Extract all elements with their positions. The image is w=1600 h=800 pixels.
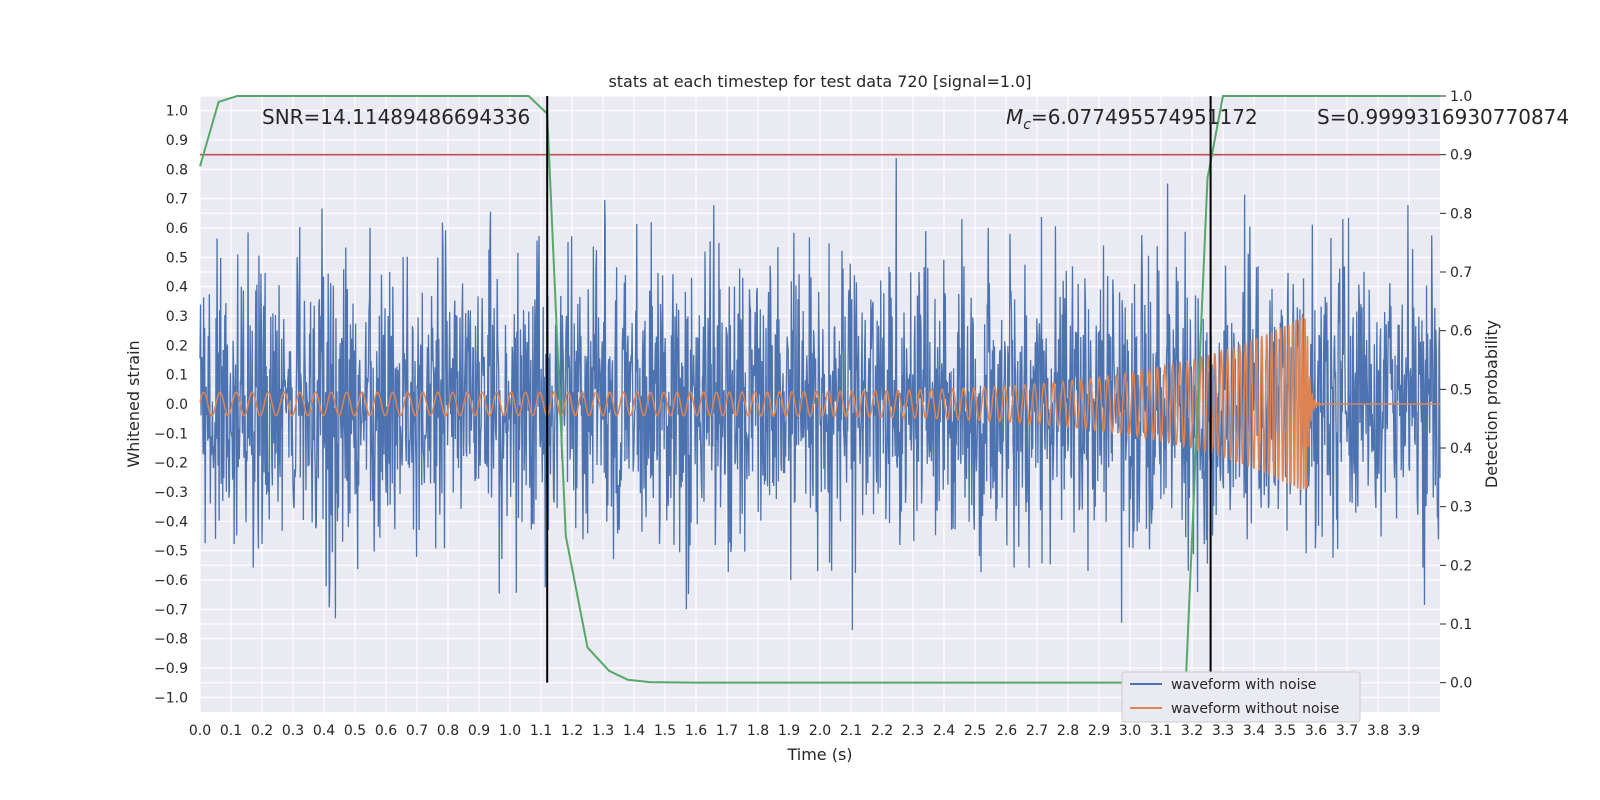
y-left-tick-label: −0.1 <box>154 426 188 442</box>
x-tick-label: 2.7 <box>1026 723 1048 739</box>
x-tick-label: 0.3 <box>282 723 304 739</box>
y-left-tick-label: −0.6 <box>154 573 188 589</box>
x-tick-label: 0.2 <box>251 723 273 739</box>
x-tick-label: 0.5 <box>344 723 366 739</box>
snr-annotation: SNR=14.11489486694336 <box>262 105 530 129</box>
chirp-mass-value: =6.077495574951172 <box>1031 105 1258 129</box>
x-tick-label: 3.8 <box>1367 723 1389 739</box>
x-tick-label: 0.1 <box>220 723 242 739</box>
x-tick-label: 0.6 <box>375 723 397 739</box>
y-left-tick-label: −0.3 <box>154 485 188 501</box>
x-tick-label: 2.4 <box>933 723 955 739</box>
x-tick-label: 1.0 <box>499 723 521 739</box>
y-right-tick-label: 0.3 <box>1450 500 1472 516</box>
legend-label-clean: waveform without noise <box>1171 701 1339 717</box>
chirp-mass-symbol: M <box>1006 105 1023 129</box>
x-tick-label: 2.2 <box>871 723 893 739</box>
y-left-tick-label: −0.4 <box>154 514 188 530</box>
x-tick-label: 2.8 <box>1057 723 1079 739</box>
x-tick-label: 3.3 <box>1212 723 1234 739</box>
series-detection-probability <box>199 95 1440 684</box>
y-left-tick-label: 0.6 <box>166 221 188 237</box>
x-tick-label: 0.8 <box>437 723 459 739</box>
legend-label-noise: waveform with noise <box>1171 677 1316 693</box>
x-tick-label: 0.9 <box>468 723 490 739</box>
x-tick-label: 3.9 <box>1398 723 1420 739</box>
x-axis-ticks: 0.0 0.1 0.2 0.3 0.4 0.5 0.6 0.7 0.8 0.9 1.0 1.1 1.2 1… <box>189 723 1420 739</box>
y-left-tick-label: 0.9 <box>166 133 188 149</box>
y-axis-right-ticks: 1.0 0.9 0.8 0.7 0.6 0.5 0.4 0.3 0.2 0.1 0.0 <box>1440 89 1472 692</box>
noise-line <box>199 158 1441 631</box>
y-right-tick-label: 0.1 <box>1450 617 1472 633</box>
clean-line <box>199 316 1440 490</box>
x-tick-label: 1.6 <box>685 723 707 739</box>
y-left-tick-label: 0.1 <box>166 368 188 384</box>
series-waveform-with-noise <box>199 158 1441 631</box>
x-tick-label: 0.4 <box>313 723 335 739</box>
y-left-tick-label: 0.0 <box>166 397 188 413</box>
x-tick-label: 1.3 <box>592 723 614 739</box>
y-right-tick-label: 0.0 <box>1450 676 1472 692</box>
x-tick-label: 1.7 <box>716 723 738 739</box>
y-axis-left-label: Whitened strain <box>124 340 143 467</box>
y-left-tick-label: −0.5 <box>154 544 188 560</box>
y-left-tick-label: 0.4 <box>166 280 188 296</box>
y-left-tick-label: 0.3 <box>166 309 188 325</box>
y-left-tick-label: 0.2 <box>166 338 188 354</box>
y-left-tick-label: 0.8 <box>166 162 188 178</box>
y-axis-right-label: Detection probability <box>1482 320 1501 488</box>
x-tick-label: 1.2 <box>561 723 583 739</box>
x-tick-label: 1.4 <box>623 723 645 739</box>
y-right-tick-label: 0.7 <box>1450 265 1472 281</box>
x-tick-label: 1.8 <box>747 723 769 739</box>
y-left-tick-label: −0.9 <box>154 661 188 677</box>
probability-line <box>199 95 1440 684</box>
y-right-tick-label: 0.5 <box>1450 382 1472 398</box>
x-tick-label: 3.2 <box>1181 723 1203 739</box>
chart-title: stats at each timestep for test data 720… <box>608 72 1031 91</box>
y-left-tick-label: 1.0 <box>166 104 188 120</box>
y-right-tick-label: 0.8 <box>1450 206 1472 222</box>
x-tick-label: 2.1 <box>840 723 862 739</box>
x-tick-label: 2.0 <box>809 723 831 739</box>
x-tick-label: 0.7 <box>406 723 428 739</box>
s-annotation: S=0.9999316930770874 <box>1317 105 1569 129</box>
x-tick-label: 3.7 <box>1336 723 1358 739</box>
x-tick-label: 3.5 <box>1274 723 1296 739</box>
y-right-tick-label: 0.9 <box>1450 148 1472 164</box>
chirp-mass-annotation: Mc=6.077495574951172 <box>1006 105 1258 133</box>
y-left-tick-label: −0.7 <box>154 602 188 618</box>
x-tick-label: 1.1 <box>530 723 552 739</box>
legend: waveform with noise waveform without noi… <box>1121 671 1361 723</box>
y-left-tick-label: 0.5 <box>166 250 188 266</box>
x-tick-label: 3.6 <box>1305 723 1327 739</box>
y-left-tick-label: −0.2 <box>154 456 188 472</box>
x-tick-label: 3.0 <box>1119 723 1141 739</box>
x-tick-label: 1.9 <box>778 723 800 739</box>
y-right-tick-label: 1.0 <box>1450 89 1472 105</box>
x-tick-label: 2.9 <box>1088 723 1110 739</box>
y-axis-left-ticks: 1.0 0.9 0.8 0.7 0.6 0.5 0.4 0.3 0.2 0.1 0.0 −0.1 −0.… <box>154 104 188 707</box>
vertical-markers <box>546 96 1212 683</box>
x-tick-label: 1.5 <box>654 723 676 739</box>
legend-box <box>1121 671 1361 723</box>
y-left-tick-label: 0.7 <box>166 192 188 208</box>
x-tick-label: 3.4 <box>1243 723 1265 739</box>
y-left-tick-label: −0.8 <box>154 632 188 648</box>
x-axis-label: Time (s) <box>786 745 852 764</box>
x-tick-label: 2.6 <box>995 723 1017 739</box>
y-left-tick-label: −1.0 <box>154 690 188 706</box>
x-tick-label: 2.5 <box>964 723 986 739</box>
y-right-tick-label: 0.4 <box>1450 441 1472 457</box>
y-right-tick-label: 0.2 <box>1450 558 1472 574</box>
x-tick-label: 3.1 <box>1150 723 1172 739</box>
x-tick-label: 0.0 <box>189 723 211 739</box>
x-tick-label: 2.3 <box>902 723 924 739</box>
y-right-tick-label: 0.6 <box>1450 324 1472 340</box>
series-waveform-without-noise <box>199 316 1440 490</box>
chirp-mass-subscript: c <box>1023 117 1031 133</box>
